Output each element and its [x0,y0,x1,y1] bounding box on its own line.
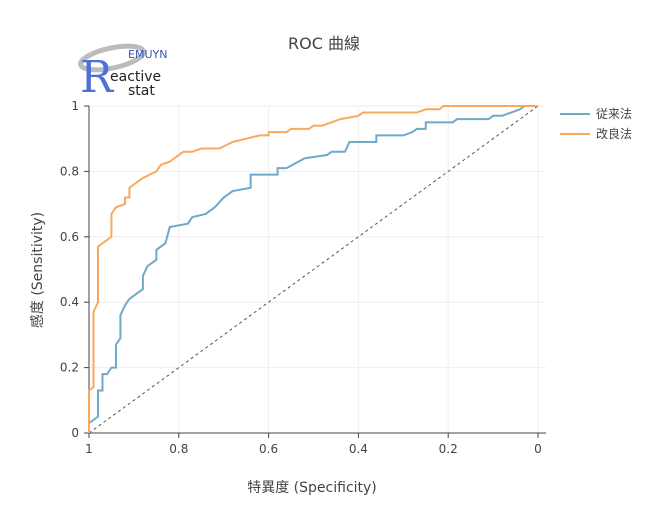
reference-line [88,105,539,434]
y-tick-label: 0.6 [60,230,79,244]
y-axis-label: 感度 (Sensitivity) [29,212,46,328]
logo-word: stat [128,83,155,99]
y-tick-label: 0.2 [60,361,79,375]
x-tick-label: 0.6 [259,442,278,456]
y-tick-label: 0 [71,426,79,440]
y-tick-label: 0.4 [60,295,79,309]
logo-word: eactive [110,69,161,85]
legend-label: 改良法 [596,126,632,141]
x-tick-label: 1 [85,442,93,456]
y-tick-label: 1 [71,99,79,113]
roc-line [88,105,538,433]
x-tick-label: 0.4 [349,442,368,456]
roc-line [88,105,538,433]
chart-title: ROC 曲線 [288,34,360,53]
y-tick-label: 0.8 [60,164,79,178]
logo-letter: R [80,52,115,103]
logo-swoosh [78,43,146,73]
x-axis-label: 特異度 (Specificity) [247,480,377,496]
logo: R EMUYN eactive stat [78,43,167,103]
x-tick-label: 0 [534,442,542,456]
x-tick-label: 0.8 [169,442,188,456]
x-tick-label: 0.2 [439,442,458,456]
logo-brand: EMUYN [128,48,167,61]
legend-label: 従来法 [596,107,632,121]
